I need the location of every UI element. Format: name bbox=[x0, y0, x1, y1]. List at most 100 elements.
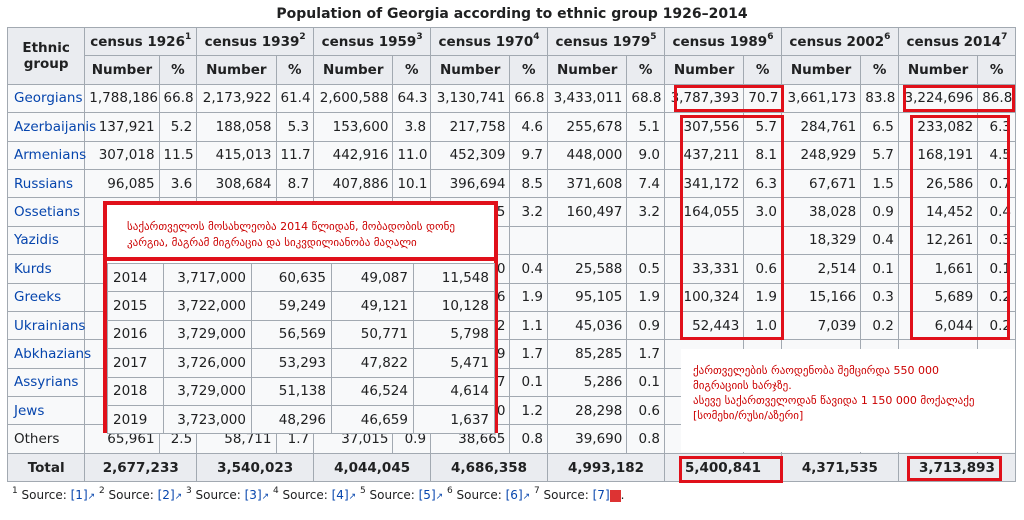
annual-cell: 53,293 bbox=[251, 348, 332, 378]
number-cell: 442,916 bbox=[313, 140, 394, 170]
number-cell: 217,758 bbox=[430, 112, 511, 142]
external-link-icon: ↗ bbox=[174, 492, 183, 502]
external-link-icon: ↗ bbox=[348, 492, 357, 502]
percent-cell: 9.7 bbox=[509, 140, 549, 170]
census-header: census 20026 bbox=[780, 26, 899, 57]
source-link[interactable]: [3] bbox=[244, 488, 262, 502]
percent-cell: 1.2 bbox=[509, 396, 549, 426]
percent-cell: 0.5 bbox=[626, 254, 665, 284]
census-header: census 19704 bbox=[430, 26, 549, 57]
ethnic-group-name[interactable]: Georgians bbox=[6, 83, 86, 114]
table-row: 2016 3,729,000 56,569 50,771 5,798 bbox=[107, 319, 495, 350]
percent-cell: 1.9 bbox=[509, 282, 549, 312]
source-link[interactable]: [2] bbox=[157, 488, 175, 502]
percent-cell: 1.9 bbox=[626, 282, 665, 312]
number-header: Number bbox=[780, 55, 862, 85]
annual-cell: 5,471 bbox=[413, 348, 495, 378]
number-cell: 2,514 bbox=[780, 254, 862, 284]
ethnic-group-name[interactable]: Assyrians bbox=[6, 367, 86, 398]
percent-cell: 64.3 bbox=[392, 83, 432, 114]
footnote-number: 4 bbox=[273, 486, 279, 496]
source-link[interactable]: [5] bbox=[418, 488, 436, 502]
percent-cell: 1.7 bbox=[509, 339, 549, 369]
percent-header: % bbox=[626, 55, 665, 85]
table-row: Russians 96,085 3.6 308,684 8.7 407,886 10.1 39… bbox=[6, 168, 1016, 199]
ethnic-group-name[interactable]: Abkhazians bbox=[6, 339, 91, 369]
percent-cell bbox=[743, 225, 782, 256]
annual-cell: 2015 bbox=[107, 291, 164, 321]
number-cell: 2,600,588 bbox=[313, 83, 394, 114]
number-cell bbox=[547, 225, 628, 256]
annual-cell: 2018 bbox=[107, 376, 164, 406]
ethnic-group-name[interactable]: Ukrainians bbox=[6, 310, 85, 341]
annual-cell: 60,635 bbox=[251, 262, 332, 293]
number-cell: 164,055 bbox=[663, 197, 745, 227]
ethnic-group-name[interactable]: Armenians bbox=[6, 140, 86, 170]
percent-cell: 8.1 bbox=[743, 140, 782, 170]
migration-note: ქართველების რაოდენობა შემცირდა 550 000 მი… bbox=[681, 349, 1015, 452]
percent-header: % bbox=[509, 55, 549, 85]
ethnic-group-name[interactable]: Yazidis bbox=[6, 225, 86, 256]
annual-cell: 59,249 bbox=[251, 291, 332, 321]
total-row: Total 2,677,233 3,540,023 4,044,045 4,686,35… bbox=[6, 452, 1017, 483]
source-link[interactable]: [4] bbox=[331, 488, 349, 502]
census-footnote-ref[interactable]: 6 bbox=[884, 31, 891, 42]
census-footnote-ref[interactable]: 1 bbox=[184, 31, 192, 42]
ethnic-group-name[interactable]: Kurds bbox=[6, 254, 86, 284]
number-cell: 1,788,186 bbox=[84, 83, 160, 114]
annual-cell: 3,717,000 bbox=[163, 262, 252, 293]
source-link[interactable]: [7] bbox=[592, 488, 610, 502]
ethnic-group-name[interactable]: Azerbaijanis bbox=[6, 112, 96, 142]
annual-cell: 46,524 bbox=[331, 376, 414, 406]
footnote-number: 5 bbox=[360, 486, 366, 496]
footnote-text: Source: bbox=[452, 488, 506, 502]
percent-cell: 3.8 bbox=[392, 112, 432, 142]
percent-cell: 3.6 bbox=[158, 168, 198, 199]
percent-cell: 0.1 bbox=[509, 367, 549, 398]
footnote-text: Source: bbox=[278, 488, 332, 502]
percent-cell: 5.1 bbox=[626, 112, 665, 142]
ethnic-group-name[interactable]: Russians bbox=[6, 168, 86, 199]
table-row: 2014 3,717,000 60,635 49,087 11,548 bbox=[107, 262, 495, 293]
ethnic-group-name[interactable]: Jews bbox=[6, 396, 86, 426]
total-label: Total bbox=[6, 452, 86, 483]
percent-cell: 0.9 bbox=[626, 310, 665, 341]
table-row: Azerbaijanis 137,921 5.2 188,058 5.3 153,600 3… bbox=[6, 112, 1016, 142]
percent-cell bbox=[626, 225, 665, 256]
percent-cell: 0.3 bbox=[860, 282, 899, 312]
number-header: Number bbox=[196, 55, 277, 85]
annual-cell: 46,659 bbox=[331, 404, 414, 435]
census-footnote-ref[interactable]: 5 bbox=[650, 31, 657, 42]
census-footnote-ref[interactable]: 4 bbox=[533, 31, 540, 42]
census-header: census 19795 bbox=[547, 26, 665, 57]
census-header: census 19593 bbox=[313, 26, 432, 57]
census-footnote-ref[interactable]: 2 bbox=[299, 31, 306, 42]
highlight-georgians-2014 bbox=[903, 85, 1015, 112]
number-cell: 371,608 bbox=[547, 168, 628, 199]
number-cell: 96,085 bbox=[84, 168, 160, 199]
census-header: census 19896 bbox=[663, 26, 782, 57]
highlight-georgians-1989 bbox=[674, 85, 784, 112]
percent-cell: 3.2 bbox=[509, 197, 549, 227]
percent-header: % bbox=[275, 55, 315, 85]
percent-cell: 0.1 bbox=[860, 254, 899, 284]
census-footnote-ref[interactable]: 3 bbox=[416, 31, 423, 42]
ethnic-group-name[interactable]: Greeks bbox=[6, 282, 86, 312]
ethnic-group-name[interactable]: Ossetians bbox=[6, 197, 86, 227]
annual-cell: 2017 bbox=[107, 348, 164, 378]
number-cell: 284,761 bbox=[780, 112, 862, 142]
overlay-title: საქართველოს მოსახლეობა 2014 წლიდან, მობა… bbox=[107, 205, 494, 261]
annual-cell: 3,729,000 bbox=[163, 376, 252, 406]
census-footnote-ref[interactable]: 7 bbox=[1001, 31, 1008, 42]
annual-cell: 51,138 bbox=[251, 376, 332, 406]
annual-cell: 3,722,000 bbox=[163, 291, 252, 321]
annual-cell: 56,569 bbox=[251, 319, 332, 350]
number-cell: 15,166 bbox=[780, 282, 862, 312]
percent-cell: 9.0 bbox=[626, 140, 665, 170]
percent-cell: 1.5 bbox=[860, 168, 899, 199]
census-header: census 19261 bbox=[84, 26, 198, 57]
note-line: ქართველების რაოდენობა შემცირდა 550 000 bbox=[693, 364, 940, 377]
source-link[interactable]: [6] bbox=[505, 488, 523, 502]
source-link[interactable]: [1] bbox=[70, 488, 88, 502]
census-footnote-ref[interactable]: 6 bbox=[767, 31, 774, 42]
